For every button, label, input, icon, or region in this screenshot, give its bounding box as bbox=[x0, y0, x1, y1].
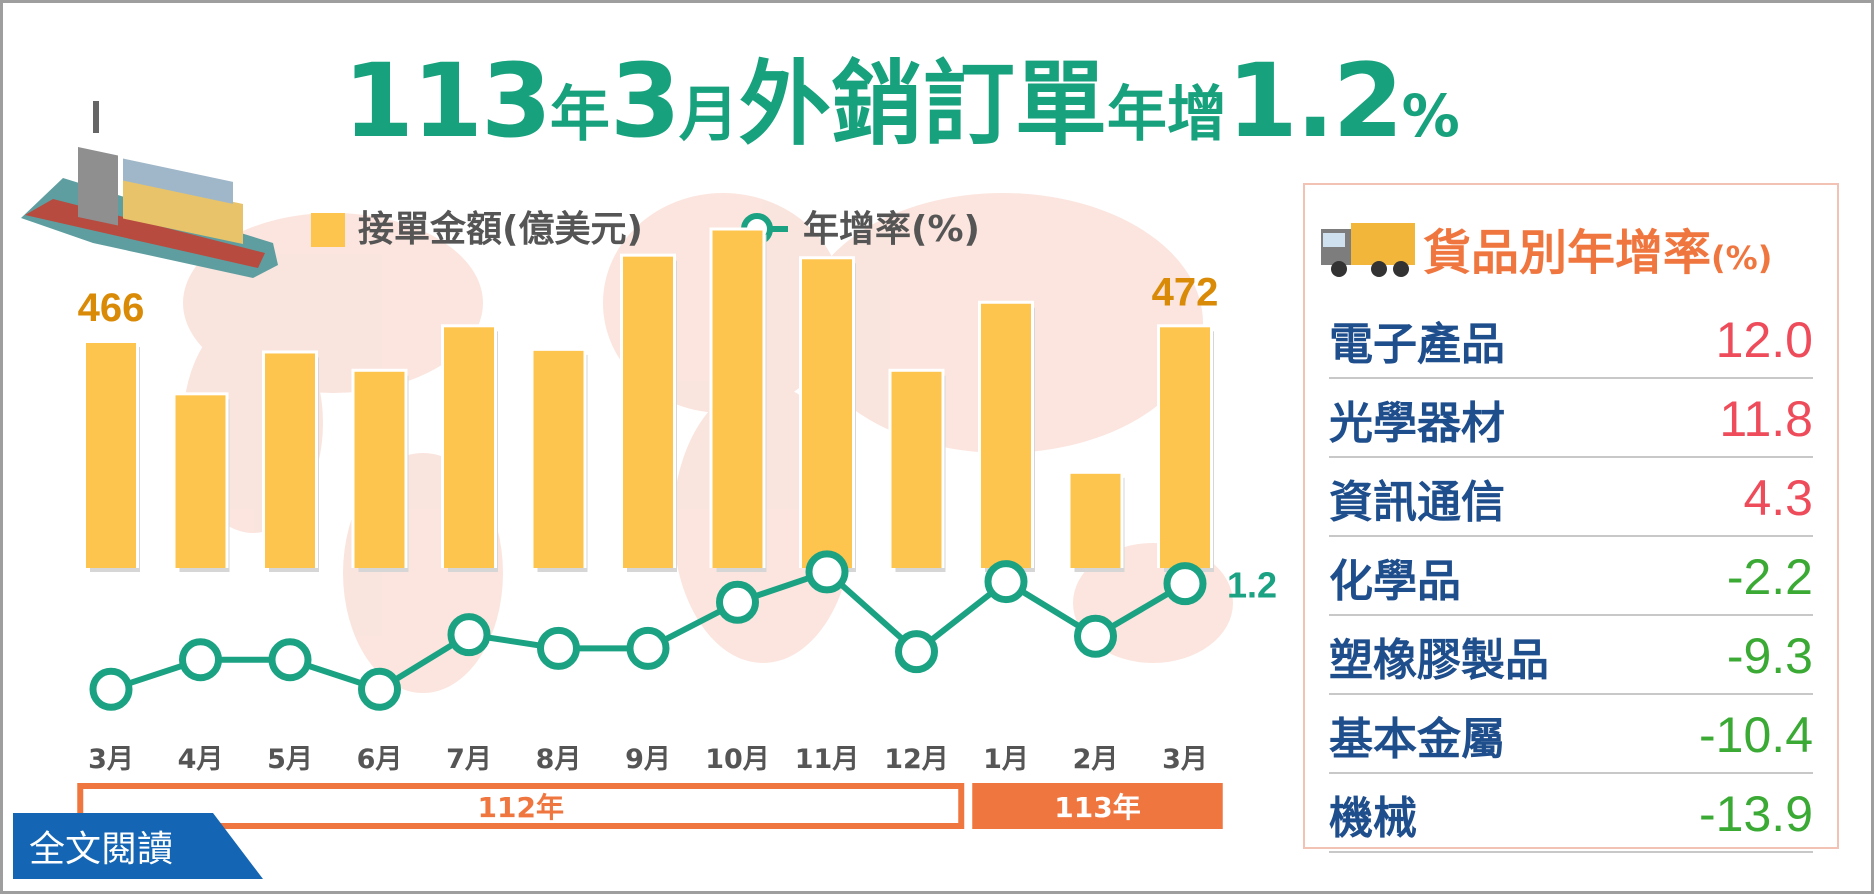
title-growth-word: 年增 bbox=[1106, 80, 1227, 150]
x-tick-label: 3月 bbox=[88, 744, 134, 775]
x-tick-label: 2月 bbox=[1073, 744, 1119, 775]
x-tick-label: 1月 bbox=[983, 744, 1029, 775]
category-name: 機械 bbox=[1329, 793, 1417, 844]
category-row: 資訊通信 4.3 bbox=[1329, 461, 1813, 537]
growth-point bbox=[805, 550, 849, 594]
legend: 接單金額(億美元) 年增率(%) bbox=[311, 208, 980, 250]
bar bbox=[1160, 327, 1210, 568]
category-row: 塑橡膠製品 -9.3 bbox=[1329, 619, 1813, 695]
bar bbox=[623, 256, 673, 568]
x-tick-label: 4月 bbox=[178, 744, 224, 775]
year-band bbox=[972, 783, 1223, 829]
growth-point bbox=[984, 560, 1028, 604]
title-month: 3 bbox=[609, 42, 681, 161]
category-name: 電子產品 bbox=[1329, 319, 1505, 370]
bar bbox=[444, 327, 494, 568]
title-growth-value: 1.2 bbox=[1226, 42, 1404, 161]
category-name: 基本金屬 bbox=[1329, 714, 1505, 765]
title-month-unit: 月 bbox=[678, 80, 739, 150]
category-row: 光學器材 11.8 bbox=[1329, 382, 1813, 458]
x-tick-label: 6月 bbox=[357, 744, 403, 775]
growth-point bbox=[1163, 562, 1207, 606]
category-name: 資訊通信 bbox=[1329, 477, 1505, 528]
category-row: 化學品 -2.2 bbox=[1329, 540, 1813, 616]
growth-point bbox=[537, 626, 580, 670]
category-growth-value: -10.4 bbox=[1699, 707, 1813, 763]
title-year-unit: 年 bbox=[549, 80, 610, 150]
legend-bar-label: 接單金額(億美元) bbox=[358, 208, 643, 250]
category-growth-panel: 貨品別年增率(%) 電子產品 12.0 光學器材 11.8 資訊通信 4.3 化學品 -2.2… bbox=[1303, 183, 1839, 853]
title-subject: 外銷訂單 bbox=[738, 51, 1107, 158]
growth-point bbox=[358, 667, 401, 711]
bar bbox=[354, 371, 405, 568]
x-tick-label: 10月 bbox=[705, 744, 770, 775]
growth-point bbox=[179, 638, 222, 682]
category-name: 化學品 bbox=[1329, 556, 1461, 607]
legend-bar-swatch bbox=[311, 213, 345, 247]
read-more-button[interactable]: 全文閱讀 bbox=[13, 813, 263, 879]
bar bbox=[712, 230, 763, 568]
growth-point bbox=[1074, 614, 1117, 658]
bar bbox=[86, 343, 136, 568]
title-percent: % bbox=[1401, 82, 1460, 150]
x-tick-label: 8月 bbox=[536, 744, 582, 775]
category-growth-value: -2.2 bbox=[1726, 549, 1813, 605]
category-growth-value: 4.3 bbox=[1743, 470, 1813, 526]
year-band-label: 113年 bbox=[1054, 791, 1140, 824]
x-tick-label: 5月 bbox=[267, 744, 313, 775]
legend-line-label: 年增率(%) bbox=[803, 209, 980, 250]
year-band bbox=[77, 783, 965, 829]
truck-icon bbox=[1321, 223, 1415, 277]
year-band-label: 112年 bbox=[478, 791, 564, 824]
bar bbox=[981, 303, 1031, 568]
bar bbox=[533, 350, 584, 568]
category-row: 電子產品 12.0 bbox=[1329, 303, 1813, 379]
page-title: 113 年 3 月 外銷訂單 年增 1.2 % bbox=[343, 33, 1643, 153]
chart-svg: 接單金額(億美元) 年增率(%) 466 472 1.2 3月 4月 5月 6月 7月 8月… bbox=[21, 101, 1277, 829]
growth-point bbox=[716, 580, 759, 624]
bar-value-label: 466 bbox=[78, 286, 145, 330]
ship-icon bbox=[21, 101, 278, 278]
category-growth-value: 11.8 bbox=[1719, 391, 1813, 447]
category-growth-value: -13.9 bbox=[1699, 786, 1813, 842]
x-tick-label: 3月 bbox=[1162, 744, 1208, 775]
bar bbox=[265, 353, 315, 568]
growth-point bbox=[447, 613, 491, 657]
growth-point bbox=[89, 667, 133, 711]
growth-point bbox=[268, 638, 312, 682]
bar-value-label: 472 bbox=[1152, 270, 1219, 314]
category-name: 光學器材 bbox=[1329, 398, 1505, 449]
panel-title-unit: (%) bbox=[1711, 239, 1773, 277]
bar bbox=[802, 259, 852, 568]
growth-point bbox=[626, 626, 670, 670]
category-row: 基本金屬 -10.4 bbox=[1329, 698, 1813, 774]
x-tick-label: 11月 bbox=[795, 744, 860, 775]
x-tick-label: 7月 bbox=[446, 744, 492, 775]
category-row: 機械 -13.9 bbox=[1329, 777, 1813, 853]
x-tick-label: 12月 bbox=[884, 744, 949, 775]
category-growth-value: -9.3 bbox=[1726, 628, 1813, 684]
growth-value-label: 1.2 bbox=[1227, 565, 1277, 606]
panel-title-text: 貨品別年增率 bbox=[1423, 225, 1712, 281]
bar bbox=[175, 395, 226, 568]
bar bbox=[891, 371, 942, 568]
x-tick-label: 9月 bbox=[625, 744, 671, 775]
category-name: 塑橡膠製品 bbox=[1329, 635, 1549, 686]
title-year: 113 bbox=[343, 42, 552, 161]
bar bbox=[1070, 473, 1121, 568]
panel-title: 貨品別年增率(%) bbox=[1423, 213, 1772, 283]
category-growth-value: 12.0 bbox=[1715, 312, 1813, 368]
growth-point bbox=[895, 630, 938, 674]
